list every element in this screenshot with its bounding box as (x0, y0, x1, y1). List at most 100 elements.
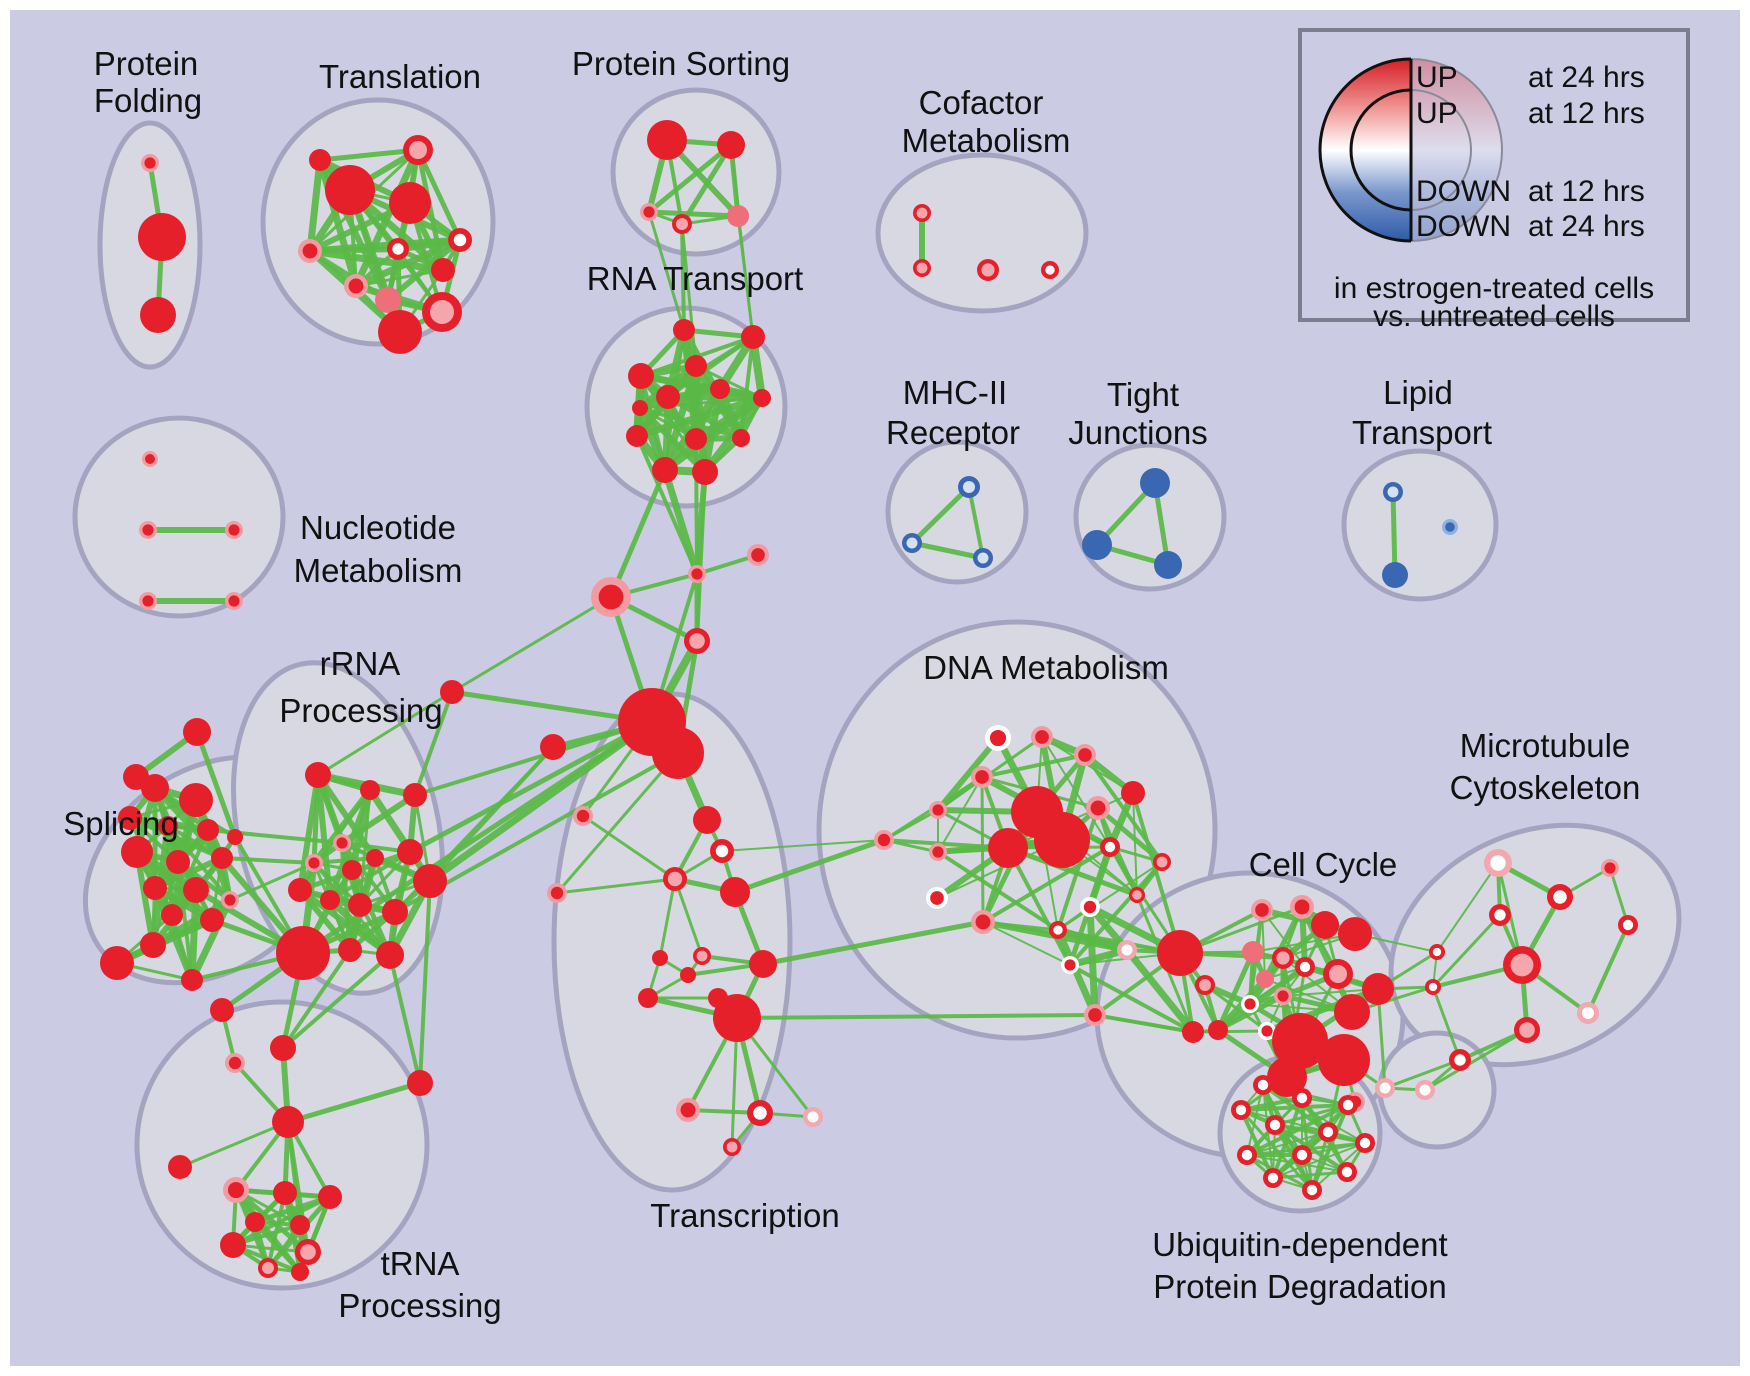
edge (1311, 1142, 1366, 1191)
edge (608, 467, 668, 600)
cluster-label: Processing (279, 692, 442, 729)
edge (1215, 949, 1256, 1033)
cluster-ellipse-tight-junctions (1073, 442, 1227, 592)
cluster-ellipse-lipid-transport (1341, 448, 1499, 602)
node (591, 577, 631, 617)
edge (1215, 964, 1308, 1033)
node (1547, 884, 1573, 910)
edge (673, 877, 704, 958)
legend-footer-text: in estrogen-treated cells (1334, 272, 1654, 305)
node (183, 718, 211, 746)
legend-donut-solid-half (1318, 57, 1411, 243)
node (747, 1100, 773, 1126)
node (276, 926, 330, 980)
node (1577, 1002, 1599, 1024)
cluster-label: Ubiquitin-dependent (1152, 1226, 1447, 1263)
node (685, 355, 707, 377)
node (693, 947, 711, 965)
edge (194, 729, 238, 840)
node (1383, 482, 1403, 502)
node (389, 182, 431, 224)
edge (638, 396, 764, 410)
edge (281, 953, 392, 1050)
node (1154, 551, 1182, 579)
node (1251, 899, 1273, 921)
edge (312, 856, 377, 865)
edge (1383, 1058, 1462, 1090)
node (692, 459, 718, 485)
cluster-label: Protein Sorting (572, 45, 790, 82)
edge (188, 896, 234, 984)
node (413, 864, 447, 898)
node (685, 428, 707, 450)
legend-direction-label: DOWN (1416, 175, 1511, 208)
legend-direction-label: UP (1416, 97, 1458, 130)
edge (1246, 1084, 1264, 1156)
edge (188, 886, 200, 984)
edge (909, 484, 972, 546)
node (225, 521, 243, 539)
edge (909, 540, 986, 561)
node (1041, 261, 1059, 279)
cluster-label: rRNA (320, 645, 401, 682)
node (652, 457, 678, 483)
node (309, 149, 331, 171)
node (1084, 1004, 1106, 1026)
node (376, 941, 404, 969)
node (741, 325, 765, 349)
node (632, 400, 648, 416)
node (1338, 1095, 1358, 1115)
cluster-label: Cytoskeleton (1450, 769, 1641, 806)
node (140, 932, 166, 958)
node (1272, 1013, 1328, 1069)
node (1292, 1145, 1312, 1165)
node (290, 1215, 310, 1235)
node (245, 1212, 265, 1232)
node (375, 287, 401, 313)
edge (281, 948, 352, 1050)
edge (555, 877, 677, 895)
edge (306, 247, 447, 274)
node (305, 762, 331, 788)
edge (1068, 963, 1195, 1034)
legend-direction-label: DOWN (1416, 210, 1511, 243)
edge (328, 850, 412, 902)
edge (581, 814, 677, 881)
edge (637, 405, 708, 475)
edge (1123, 946, 1197, 1036)
cluster-label: tRNA (381, 1245, 460, 1282)
node (985, 725, 1011, 751)
node (1208, 1020, 1228, 1040)
node (874, 830, 894, 850)
edge (646, 142, 734, 215)
node (1302, 1180, 1322, 1200)
edge (1431, 913, 1502, 989)
edge (1056, 806, 1100, 932)
edge (735, 1013, 1097, 1020)
legend-donut-faded-half (1411, 58, 1503, 242)
edge (635, 434, 699, 576)
cluster-ellipse-mhc-ii-receptor (885, 439, 1029, 585)
node (1323, 959, 1353, 989)
edge (306, 156, 324, 255)
node (929, 843, 947, 861)
edge (1095, 805, 1165, 865)
node (971, 766, 993, 788)
node (1061, 956, 1079, 974)
edge (413, 690, 454, 797)
edge (407, 719, 655, 855)
legend-time-label: at 24 hrs (1528, 210, 1645, 243)
node (1086, 796, 1110, 820)
node (288, 878, 312, 902)
edge (1431, 985, 1462, 1062)
cluster-label: Processing (338, 1287, 501, 1324)
node (727, 205, 749, 227)
edge (1006, 846, 1072, 967)
edge (661, 466, 701, 578)
edge (732, 837, 887, 895)
edge (1005, 845, 1140, 898)
cluster-label: Receptor (886, 414, 1020, 451)
